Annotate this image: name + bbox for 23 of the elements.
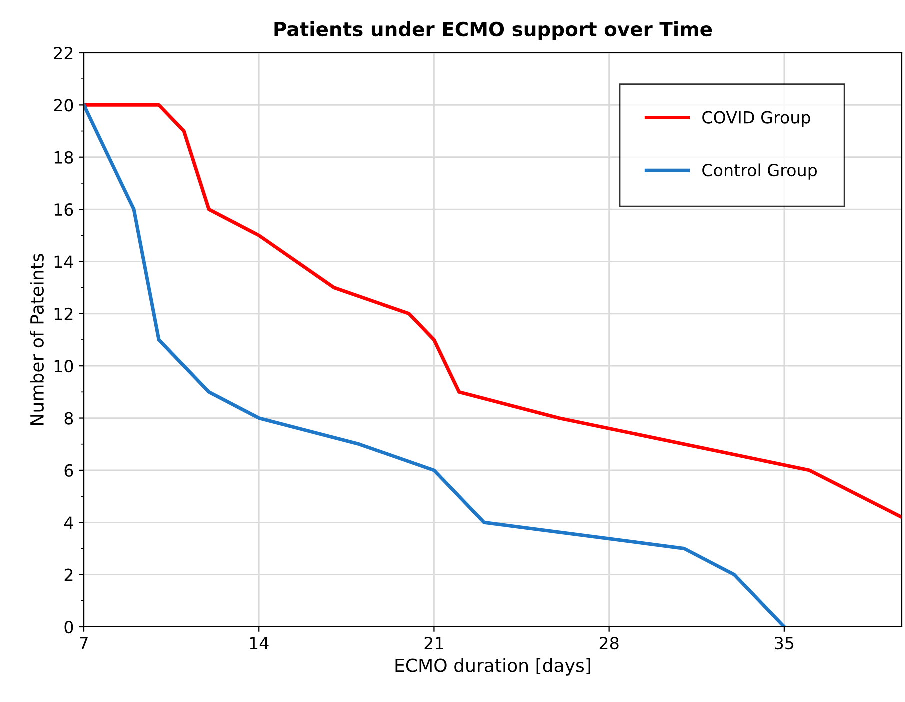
x-tick-label: 28	[600, 637, 619, 650]
x-tick-label: 14	[250, 637, 269, 650]
y-tick-label: 8	[64, 412, 74, 425]
x-tick-label: 21	[424, 637, 444, 650]
y-tick-label: 0	[64, 620, 74, 634]
y-tick-label: 12	[54, 308, 73, 320]
y-tick-label: 2	[64, 568, 73, 582]
y-tick-label: 14	[54, 256, 74, 268]
y-axis-title: Number of Pateints	[30, 254, 44, 426]
y-tick-label: 20	[54, 99, 74, 112]
y-tick-label: 18	[54, 151, 74, 164]
y-tick-label: 4	[64, 516, 74, 529]
x-tick-label: 7	[80, 637, 88, 650]
y-tick-label: 6	[64, 464, 74, 478]
y-tick-label: 22	[54, 46, 73, 60]
legend-label: Control Group	[702, 164, 818, 180]
chart-title: Patients under ECMO support over Time	[274, 22, 712, 40]
x-tick-label: 35	[775, 637, 794, 650]
y-tick-label: 16	[54, 204, 74, 216]
x-axis-title: ECMO duration [days]	[396, 658, 590, 676]
legend-label: COVID Group	[702, 111, 810, 128]
y-tick-label: 10	[54, 360, 74, 373]
line-series	[84, 103, 902, 520]
